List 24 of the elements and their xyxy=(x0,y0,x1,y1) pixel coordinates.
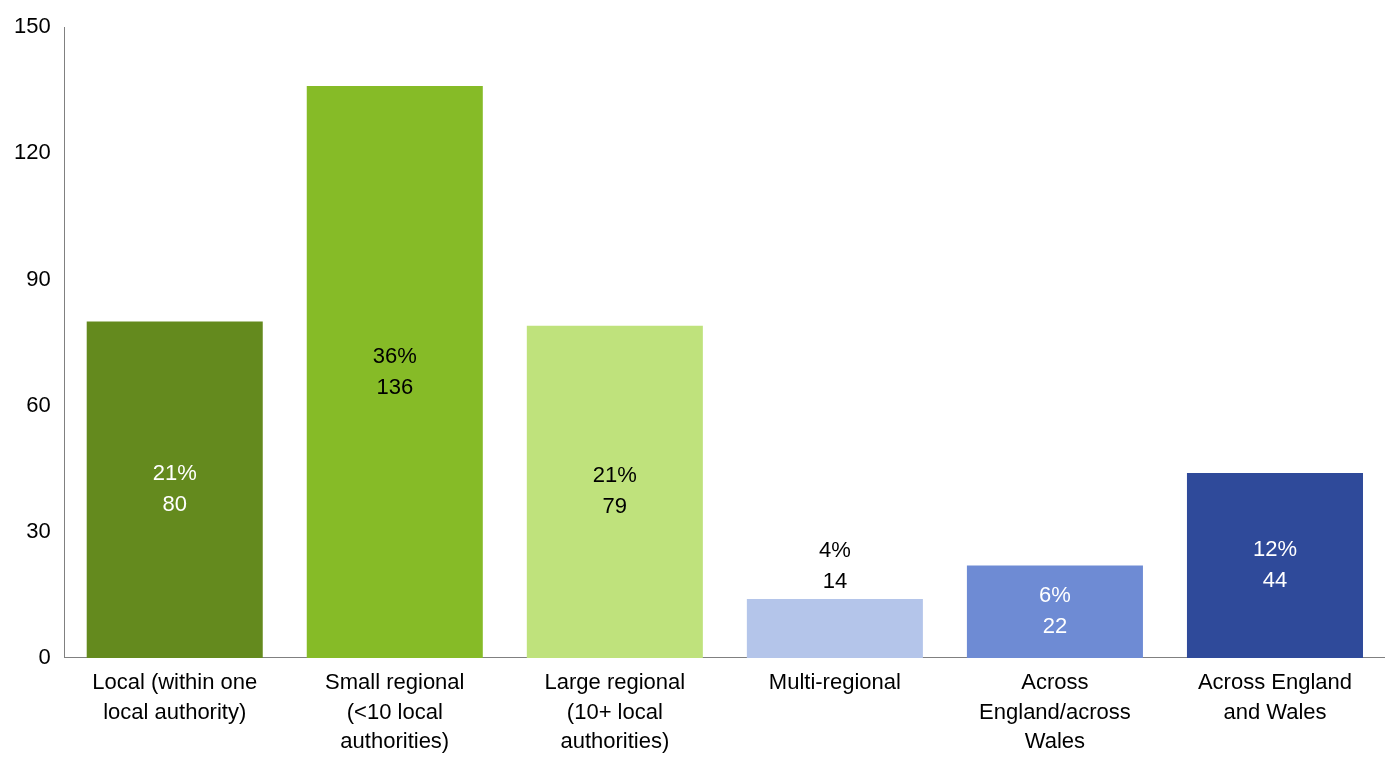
x-tick-label: Across England/across Wales xyxy=(979,668,1131,754)
bar xyxy=(746,599,923,658)
data-label: 6% 22 xyxy=(1039,582,1071,639)
x-tick-label: Small regional (<10 local authorities) xyxy=(325,668,465,754)
bar xyxy=(306,86,483,658)
data-label: 12% 44 xyxy=(1252,535,1297,592)
bar xyxy=(1186,472,1363,658)
y-tick-label: 120 xyxy=(13,139,51,165)
data-label: 4% 14 xyxy=(818,536,851,593)
y-tick-label: 30 xyxy=(26,517,51,543)
data-label: 21% 80 xyxy=(152,460,197,517)
x-tick-label: Local (within one local authority) xyxy=(92,668,258,724)
bar xyxy=(86,321,263,658)
x-tick-label: Multi-regional xyxy=(768,668,901,694)
y-tick-label: 150 xyxy=(13,13,51,39)
data-label: 36% 136 xyxy=(372,342,417,399)
x-tick-label: Across England and Wales xyxy=(1197,668,1353,724)
y-tick-label: 0 xyxy=(38,643,51,669)
x-tick-label: Large regional (10+ local authorities) xyxy=(544,668,686,754)
data-label: 21% 79 xyxy=(592,462,637,519)
y-tick-label: 90 xyxy=(26,265,51,291)
y-tick-label: 60 xyxy=(26,391,51,417)
bar xyxy=(966,565,1143,658)
bar xyxy=(526,325,703,658)
